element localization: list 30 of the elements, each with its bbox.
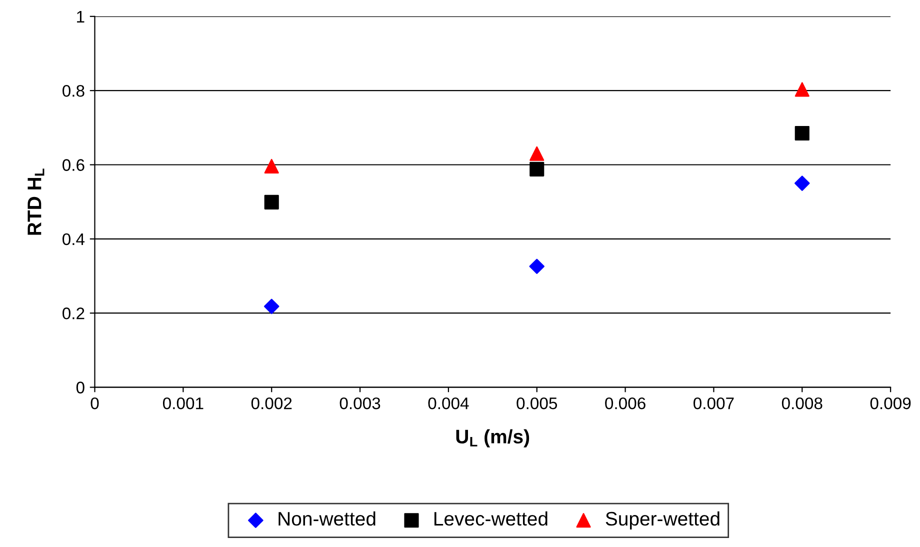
- x-tick-label: 0.004: [428, 397, 469, 410]
- legend-label: Non-wetted: [278, 511, 376, 526]
- point: [794, 82, 810, 97]
- legend-label: Super-wetted: [606, 511, 720, 530]
- y-tick-label: 1: [77, 10, 84, 22]
- x-tick-label: 0.009: [870, 397, 911, 410]
- point: [530, 162, 544, 176]
- x-tick-label: 0.001: [162, 397, 204, 410]
- point: [794, 126, 810, 141]
- x-tick-label: 0.003: [340, 397, 380, 410]
- point: [264, 298, 280, 314]
- x-tick-label: 0.005: [516, 397, 558, 410]
- point: [264, 194, 279, 210]
- y-tick-label: 0.2: [62, 308, 84, 320]
- x-tick-label: 0.002: [251, 397, 292, 410]
- x-tick-label: 0.006: [605, 397, 646, 410]
- point: [264, 158, 279, 174]
- x-tick-label: 0.008: [782, 397, 822, 410]
- x-tick-label: 0.007: [694, 397, 734, 410]
- point: [794, 176, 810, 191]
- y-axis-title: RTD H$_{L}$: [28, 168, 44, 235]
- x-tick-label: 0: [90, 397, 99, 410]
- point: [529, 258, 545, 274]
- y-tick-label: 0.4: [62, 233, 85, 246]
- y-tick-label: 0.6: [62, 159, 84, 171]
- y-tick-label: 0.8: [62, 84, 84, 97]
- y-tick-label: 0: [76, 382, 84, 394]
- x-axis-title: U$_{L}$ (m/s): [456, 429, 530, 448]
- legend-label: Levec-wetted: [434, 511, 548, 526]
- point: [530, 146, 544, 161]
